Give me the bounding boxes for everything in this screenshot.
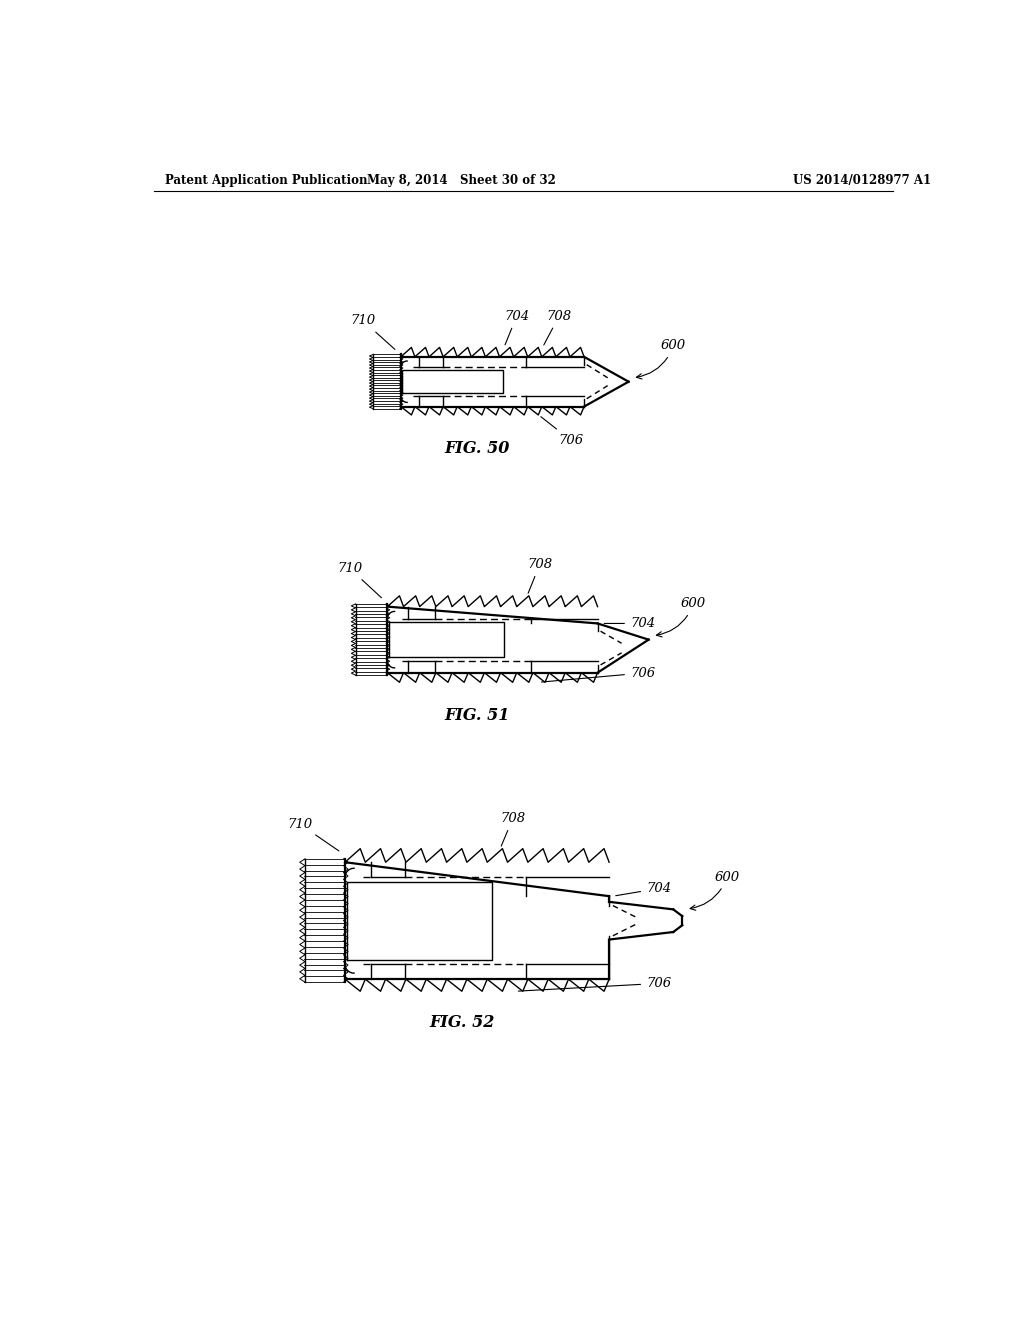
Text: 600: 600 xyxy=(690,871,739,911)
Text: US 2014/0128977 A1: US 2014/0128977 A1 xyxy=(793,174,931,187)
Text: May 8, 2014   Sheet 30 of 32: May 8, 2014 Sheet 30 of 32 xyxy=(368,174,556,187)
Text: 600: 600 xyxy=(656,598,707,638)
Text: Patent Application Publication: Patent Application Publication xyxy=(165,174,368,187)
Text: 708: 708 xyxy=(527,558,552,593)
Text: 706: 706 xyxy=(518,977,671,991)
Text: 706: 706 xyxy=(542,667,655,682)
Text: 704: 704 xyxy=(604,616,655,630)
Text: 706: 706 xyxy=(541,417,583,446)
Text: 710: 710 xyxy=(351,314,395,350)
Text: 704: 704 xyxy=(504,310,529,345)
Text: 708: 708 xyxy=(544,310,571,345)
Text: FIG. 52: FIG. 52 xyxy=(429,1014,495,1031)
Text: 708: 708 xyxy=(500,812,525,846)
Text: 600: 600 xyxy=(637,339,686,379)
Text: FIG. 50: FIG. 50 xyxy=(444,440,510,457)
Text: FIG. 51: FIG. 51 xyxy=(444,708,510,725)
Text: 704: 704 xyxy=(615,882,671,896)
Text: 710: 710 xyxy=(288,817,339,851)
Text: 710: 710 xyxy=(337,562,382,598)
